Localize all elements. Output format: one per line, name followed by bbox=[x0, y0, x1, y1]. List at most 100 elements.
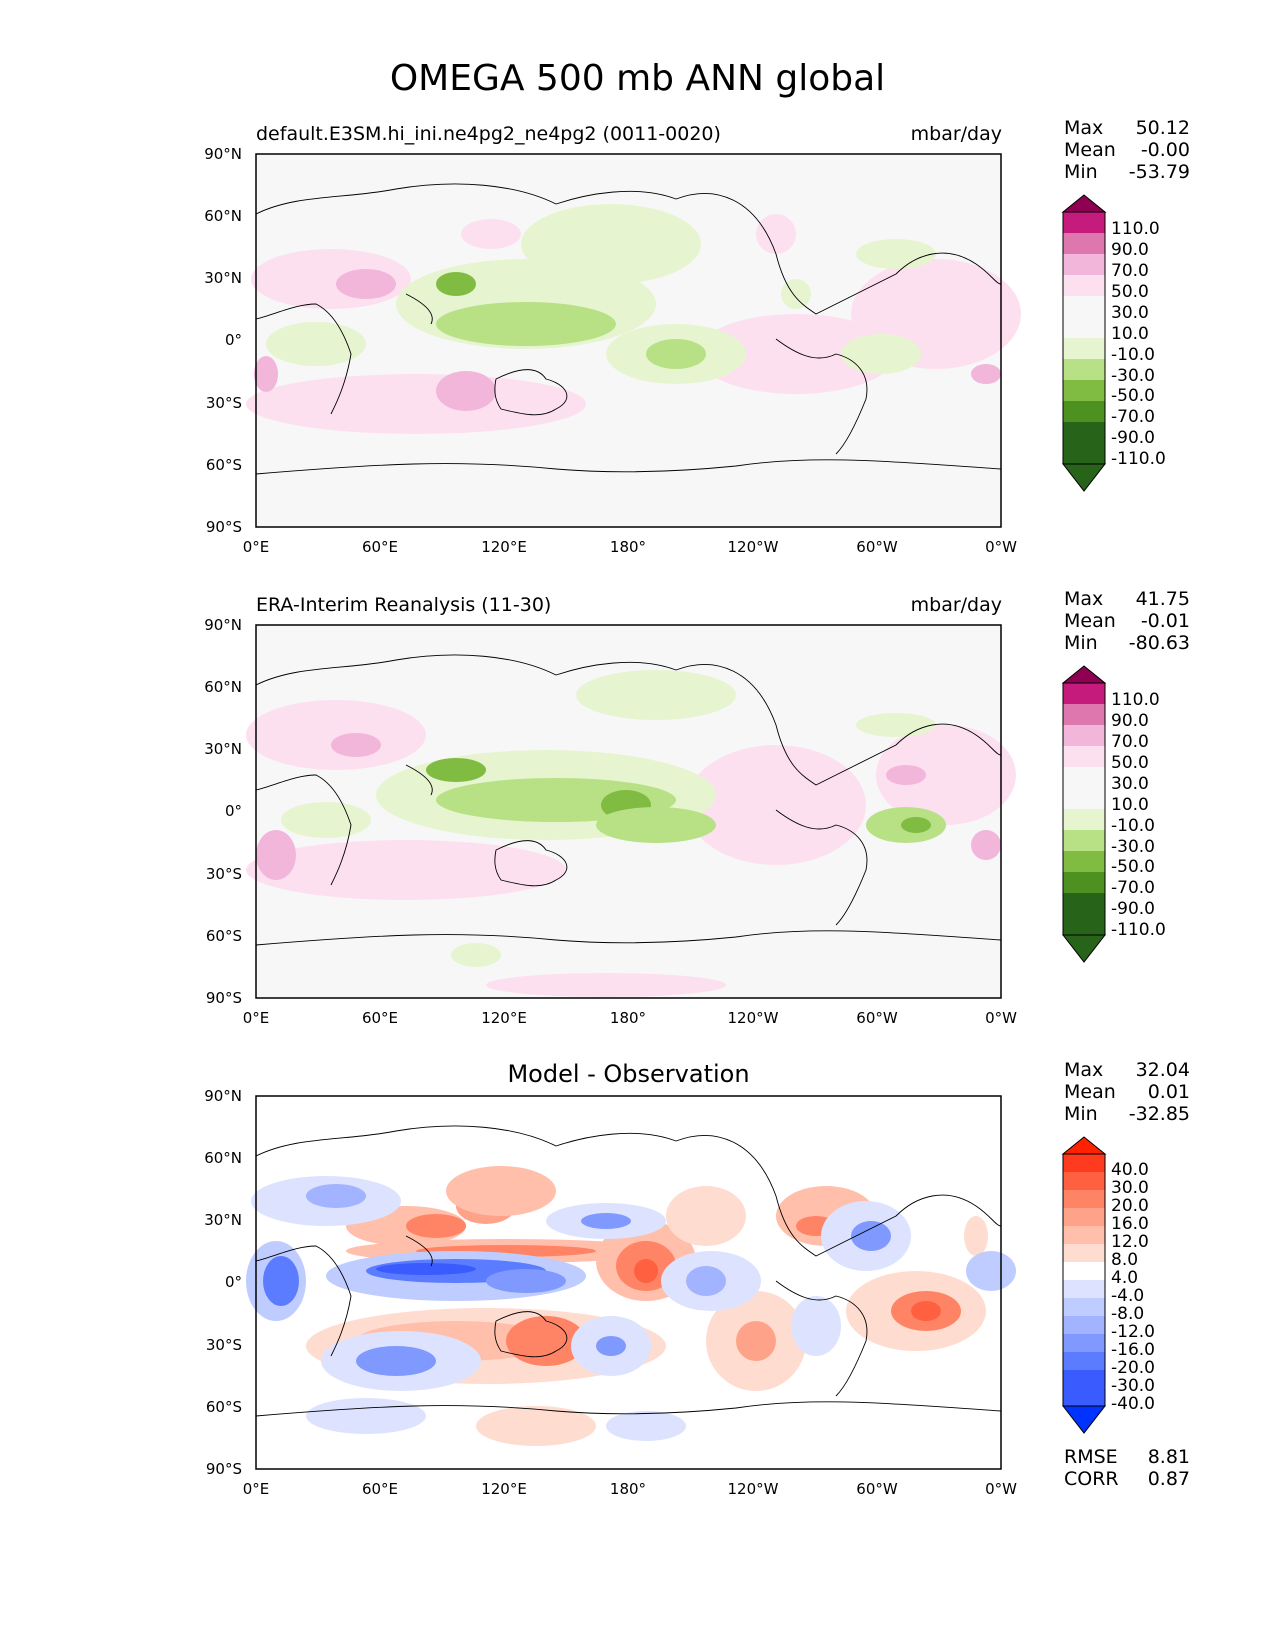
panel-2-cb-label: -90.0 bbox=[1111, 899, 1155, 919]
panel-3-ytick: 0° bbox=[224, 1273, 242, 1291]
panel-1-cb-label: 90.0 bbox=[1111, 240, 1149, 260]
panel-3-xtick: 180° bbox=[609, 1480, 647, 1498]
panel-2-ytick: 60°S bbox=[205, 927, 242, 945]
panel-1-xtick: 120°W bbox=[727, 538, 779, 556]
panel-2-xtick: 60°W bbox=[856, 1009, 898, 1027]
panel-3-ytick: 90°N bbox=[204, 1087, 242, 1105]
panel-2-positive-regions bbox=[246, 700, 1016, 997]
panel-1-xtick: 120°E bbox=[481, 538, 527, 556]
panel-1-map bbox=[246, 153, 1021, 528]
panel-1-cb-label: -10.0 bbox=[1111, 345, 1155, 365]
panel-3-max-label: Max bbox=[1064, 1059, 1104, 1081]
panel-2-units: mbar/day bbox=[910, 594, 1002, 616]
panel-1-cb-label: -90.0 bbox=[1111, 428, 1155, 448]
panel-3-xtick: 0°E bbox=[242, 1480, 270, 1498]
panel-2-ytick: 60°N bbox=[204, 678, 242, 696]
panel-1-cb-label: 10.0 bbox=[1111, 324, 1149, 344]
panel-2-negative-regions bbox=[281, 670, 946, 967]
panel-2-mean-value: -0.01 bbox=[1140, 610, 1190, 632]
panel-1-max-label: Max bbox=[1064, 117, 1104, 139]
panel-3-mean-label: Mean bbox=[1064, 1081, 1116, 1103]
panel-2-cb-label: -50.0 bbox=[1111, 857, 1155, 877]
panel-3-max-value: 32.04 bbox=[1135, 1059, 1190, 1081]
panel-3-mean-value: 0.01 bbox=[1147, 1081, 1190, 1103]
panel-1-ytick: 30°N bbox=[204, 269, 242, 287]
panel-2-mean-label: Mean bbox=[1064, 610, 1116, 632]
panel-3-cb-label: 30.0 bbox=[1111, 1178, 1149, 1198]
panel-3-rmse-label: RMSE bbox=[1064, 1446, 1118, 1468]
panel-3-title: Model - Observation bbox=[507, 1060, 750, 1088]
panel-1-xtick: 180° bbox=[609, 538, 647, 556]
panel-2-cb-label: 70.0 bbox=[1111, 732, 1149, 752]
panel-3-min-label: Min bbox=[1064, 1103, 1098, 1125]
panel-2-max-value: 41.75 bbox=[1135, 588, 1190, 610]
panel-1-units: mbar/day bbox=[910, 123, 1002, 145]
panel-2-cb-label: -70.0 bbox=[1111, 878, 1155, 898]
panel-3-ytick: 30°S bbox=[205, 1336, 242, 1354]
panel-1-ytick: 90°S bbox=[205, 518, 242, 536]
panel-1-max-value: 50.12 bbox=[1135, 117, 1190, 139]
panel-3-negative-regions bbox=[246, 1176, 1016, 1441]
panel-1-xtick: 60°E bbox=[361, 538, 399, 556]
panel-3-xtick: 120°E bbox=[481, 1480, 527, 1498]
panel-3-cb-label: -4.0 bbox=[1111, 1286, 1145, 1306]
panel-1-xtick: 60°W bbox=[856, 538, 898, 556]
panel-3-cb-label: 16.0 bbox=[1111, 1214, 1149, 1234]
panel-3-cb-label: 12.0 bbox=[1111, 1232, 1149, 1252]
panel-1-colorbar bbox=[1061, 194, 1107, 492]
panel-3-corr-value: 0.87 bbox=[1147, 1468, 1190, 1490]
panel-2-xtick: 120°E bbox=[481, 1009, 527, 1027]
panel-2-ytick: 90°S bbox=[205, 989, 242, 1007]
panel-2-ytick: 30°N bbox=[204, 740, 242, 758]
panel-2-max-label: Max bbox=[1064, 588, 1104, 610]
panel-1-ytick: 0° bbox=[224, 331, 242, 349]
panel-2-xtick: 0°E bbox=[242, 1009, 270, 1027]
panel-3-ytick: 60°S bbox=[205, 1398, 242, 1416]
figure-title: OMEGA 500 mb ANN global bbox=[389, 58, 886, 99]
panel-2-ytick: 30°S bbox=[205, 865, 242, 883]
panel-2-cb-label: -30.0 bbox=[1111, 837, 1155, 857]
panel-1-mean-label: Mean bbox=[1064, 139, 1116, 161]
panel-2-cb-label: 30.0 bbox=[1111, 774, 1149, 794]
panel-2-min-label: Min bbox=[1064, 632, 1098, 654]
panel-3-cb-label: -20.0 bbox=[1111, 1358, 1155, 1378]
panel-2-xtick: 180° bbox=[609, 1009, 647, 1027]
panel-1-min-value: -53.79 bbox=[1128, 161, 1190, 183]
panel-3-cb-label: -40.0 bbox=[1111, 1394, 1155, 1414]
panel-2-ytick: 0° bbox=[224, 802, 242, 820]
panel-2-xtick: 0°W bbox=[985, 1009, 1017, 1027]
panel-1-xtick: 0°E bbox=[242, 538, 270, 556]
panel-1-cb-label: -70.0 bbox=[1111, 407, 1155, 427]
panel-1-ytick: 60°S bbox=[205, 456, 242, 474]
panel-1-cb-label: 30.0 bbox=[1111, 303, 1149, 323]
panel-1-cb-label: 50.0 bbox=[1111, 282, 1149, 302]
panel-3-colorbar bbox=[1061, 1136, 1107, 1434]
panel-3-cb-label: 8.0 bbox=[1111, 1250, 1139, 1270]
panel-2-title: ERA-Interim Reanalysis (11-30) bbox=[256, 594, 552, 616]
panel-3-cb-label: 20.0 bbox=[1111, 1196, 1149, 1216]
panel-3-ytick: 90°S bbox=[205, 1460, 242, 1478]
panel-1-negative-regions bbox=[266, 204, 936, 384]
panel-1-title: default.E3SM.hi_ini.ne4pg2_ne4pg2 (0011-… bbox=[256, 123, 721, 145]
panel-3-xtick: 60°E bbox=[361, 1480, 399, 1498]
panel-1-cb-label: -30.0 bbox=[1111, 366, 1155, 386]
panel-3-coastlines bbox=[255, 1125, 1002, 1417]
panel-3-cb-label: -16.0 bbox=[1111, 1340, 1155, 1360]
panel-1-xtick: 0°W bbox=[985, 538, 1017, 556]
panel-2-cb-label: 90.0 bbox=[1111, 711, 1149, 731]
panel-1-ytick: 90°N bbox=[204, 145, 242, 163]
panel-3-xtick: 120°W bbox=[727, 1480, 779, 1498]
panel-1-ytick: 60°N bbox=[204, 207, 242, 225]
panel-2-cb-label: -110.0 bbox=[1111, 920, 1166, 940]
panel-3-corr-label: CORR bbox=[1064, 1468, 1119, 1490]
panel-3-xtick: 60°W bbox=[856, 1480, 898, 1498]
panel-2-cb-label: 110.0 bbox=[1111, 690, 1160, 710]
panel-3-min-value: -32.85 bbox=[1128, 1103, 1190, 1125]
panel-2-cb-label: -10.0 bbox=[1111, 816, 1155, 836]
panel-3-cb-label: 4.0 bbox=[1111, 1268, 1139, 1288]
panel-2-min-value: -80.63 bbox=[1128, 632, 1190, 654]
panel-1-min-label: Min bbox=[1064, 161, 1098, 183]
panel-2-coastlines bbox=[255, 654, 1002, 946]
panel-1-cb-label: -110.0 bbox=[1111, 449, 1166, 469]
panel-1-mean-value: -0.00 bbox=[1140, 139, 1190, 161]
